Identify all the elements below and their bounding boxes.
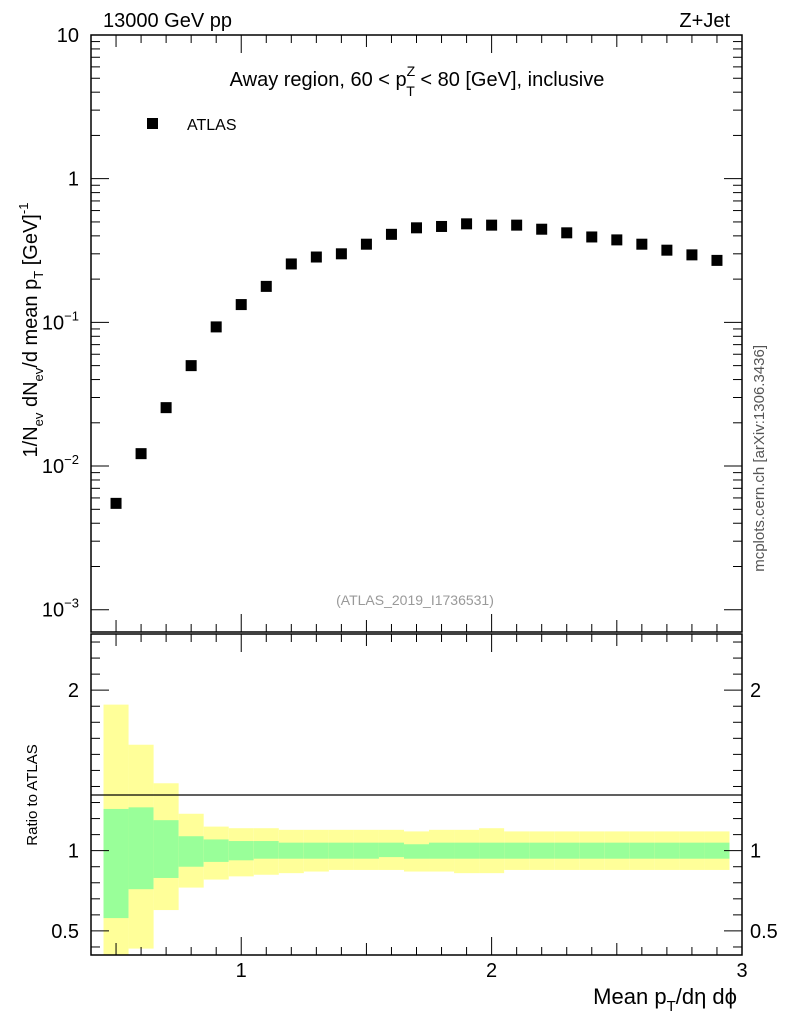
data-point [110,497,122,509]
data-point [335,248,347,260]
data-point [285,258,297,270]
xtick-label: 2 [486,960,497,982]
data-point [661,244,673,256]
ratio-inner-band [429,842,455,859]
xtick-label: 3 [736,960,747,982]
ratio-inner-band [654,842,680,859]
ratio-inner-band [303,842,329,859]
analysis-id: (ATLAS_2019_I1736531) [336,592,494,608]
data-point [611,234,623,246]
ratio-ytick-label-right: 0.5 [750,921,778,943]
ratio-inner-band [403,844,430,859]
ratio-inner-band [704,842,730,859]
ratio-inner-band [604,842,630,859]
main-ytick-label: 1 [68,169,79,191]
legend-label: ATLAS [187,117,237,134]
side-watermark: mcplots.cern.ch [arXiv:1306.3436] [751,345,768,572]
ratio-inner-band [328,842,354,859]
legend-marker [147,118,158,129]
data-point [260,280,272,292]
ratio-inner-band [529,842,555,859]
ratio-inner-band [228,841,254,861]
data-point [385,228,397,240]
ratio-ytick-label-right: 2 [750,680,761,702]
ratio-ytick-label-left: 1 [68,841,79,863]
ratio-inner-band [128,807,154,890]
header-left: 13000 GeV pp [103,10,232,32]
main-ytick-label: 10−1 [42,308,79,334]
data-point [411,222,422,234]
data-point [461,218,473,230]
ratio-plot-frame [90,633,743,956]
data-point [235,299,247,311]
data-point [561,227,573,239]
ratio-inner-band [579,842,605,859]
xtick-label: 1 [236,960,247,982]
ratio-ytick-label-right: 1 [750,841,761,863]
ratio-inner-band [679,842,705,859]
data-point [486,219,498,231]
data-point [135,448,147,460]
ratio-inner-band [203,839,229,862]
data-point [160,402,172,414]
main-ylabel: 1/Nev dNev/d mean pT [GeV]-1 [16,203,46,458]
main-title: Away region, 60 < pZ T < 80 [GeV], inclus… [230,63,605,99]
data-point [686,249,698,261]
main-ytick-label: 10 [57,25,79,47]
ratio-inner-band [378,842,404,858]
data-point [185,360,197,372]
main-data-points [110,218,723,509]
ratio-inner-band [103,808,129,919]
xlabel: Mean pT/dη dϕ [593,984,737,1015]
main-plot-frame [90,34,743,633]
ratio-inner-band [153,820,179,878]
ratio-inner-band [504,842,530,859]
data-point [586,231,598,243]
ratio-inner-band [554,842,580,859]
data-point [310,251,322,263]
ratio-axis-ticks: 0.5 0.5 1 1 2 2 1 2 3 [51,634,778,982]
main-ytick-label: 10−3 [42,596,79,622]
header-right: Z+Jet [679,10,730,32]
data-point [536,223,548,235]
data-point [636,238,648,250]
main-ytick-label: 10−2 [42,452,79,478]
ratio-ytick-label-left: 0.5 [51,921,79,943]
ratio-inner-band [454,842,480,859]
ratio-bands [103,704,730,955]
ratio-inner-band [253,841,279,859]
ratio-inner-band [353,842,379,859]
ratio-inner-band [629,842,655,859]
main-axis-ticks: 10 1 10−1 10−2 10−3 [42,25,742,632]
data-point [711,254,723,266]
data-point [436,220,448,232]
data-point [210,321,222,333]
ratio-ytick-label-left: 2 [68,680,79,702]
ratio-ylabel: Ratio to ATLAS [24,744,41,845]
ratio-inner-band [479,842,505,859]
data-point [511,219,523,231]
ratio-inner-band [278,842,304,859]
data-point [360,238,372,250]
ratio-inner-band [178,836,204,867]
